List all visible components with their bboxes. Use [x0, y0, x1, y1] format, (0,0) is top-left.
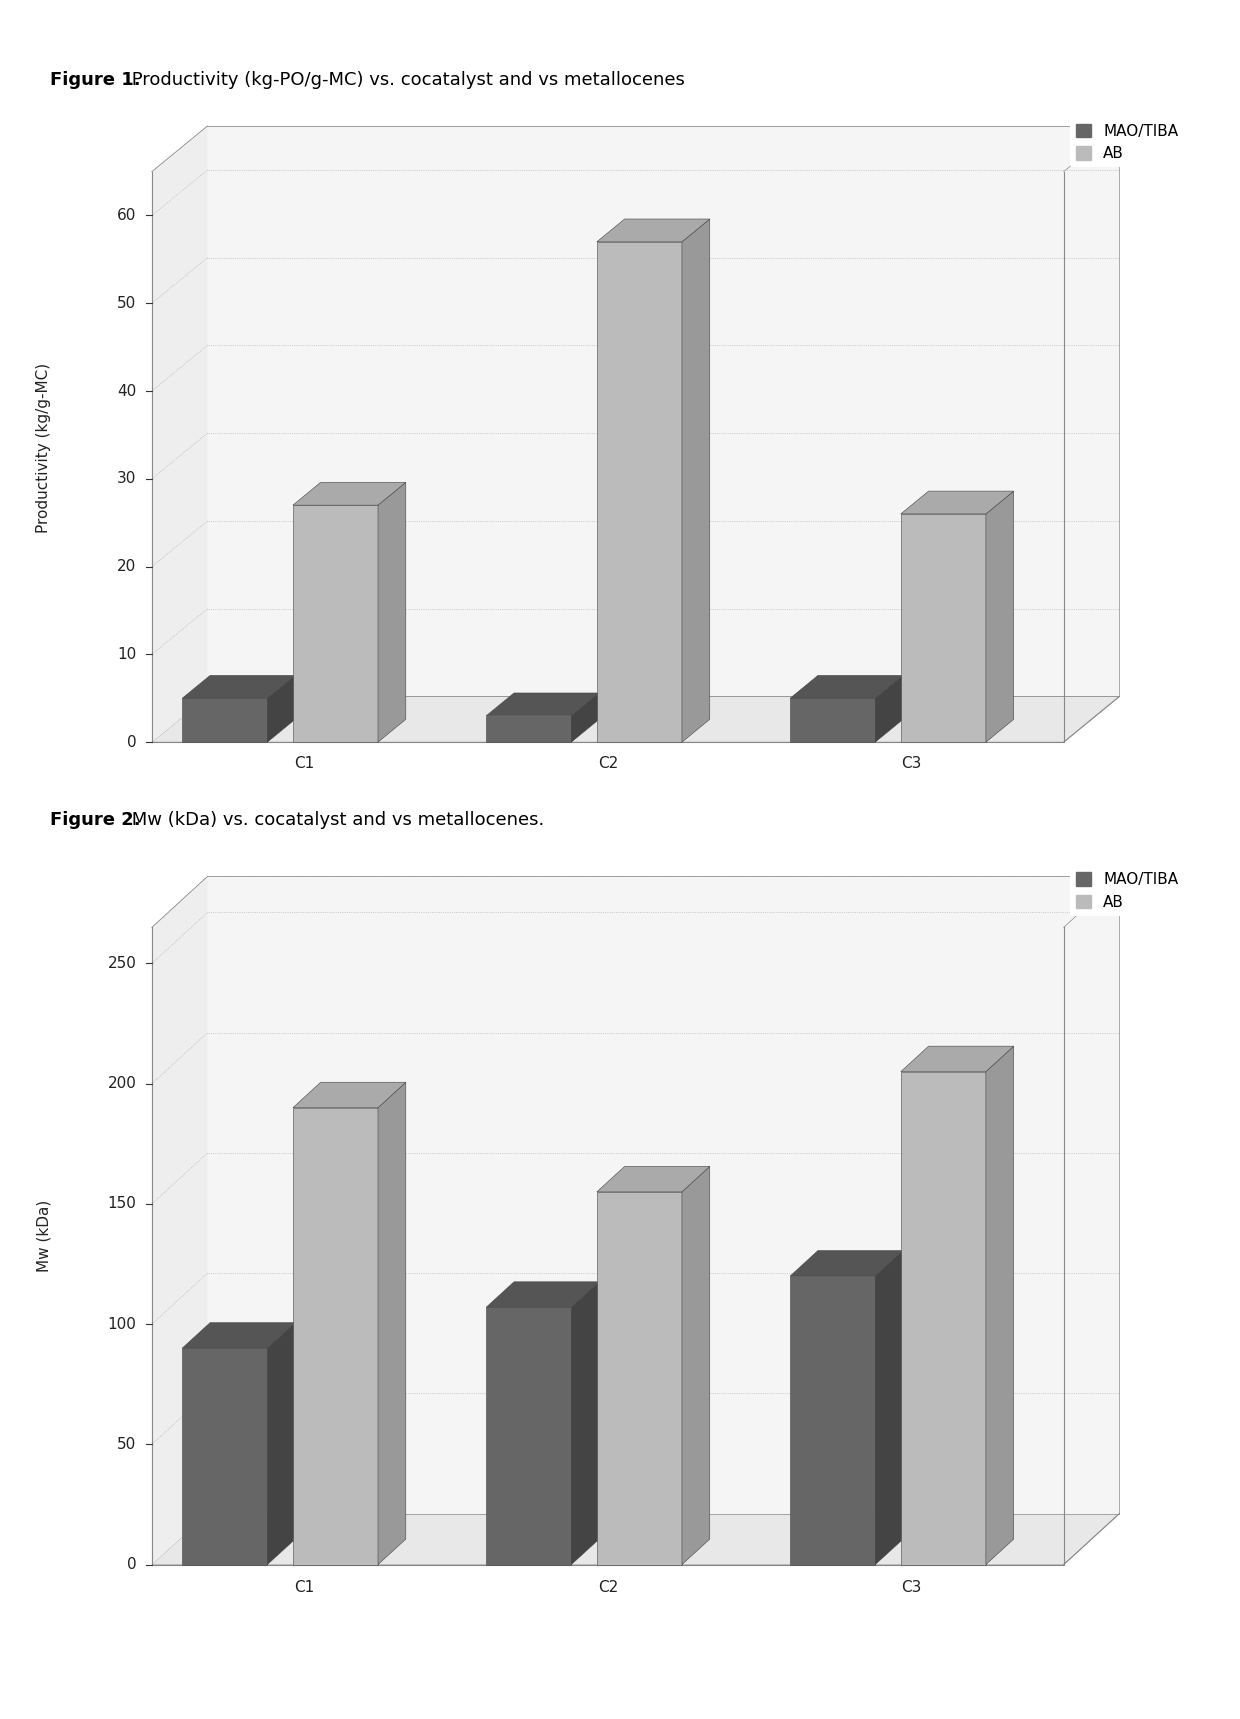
Text: C3: C3 [901, 1580, 921, 1595]
Text: Productivity (kg-PO/g-MC) vs. cocatalyst and vs metallocenes: Productivity (kg-PO/g-MC) vs. cocatalyst… [126, 72, 686, 89]
Polygon shape [572, 693, 599, 743]
Text: 0: 0 [126, 734, 136, 749]
Polygon shape [486, 715, 572, 743]
Polygon shape [900, 492, 1014, 514]
Text: C2: C2 [598, 756, 618, 770]
Polygon shape [151, 877, 207, 1564]
Polygon shape [790, 698, 875, 743]
Polygon shape [207, 125, 1120, 696]
Polygon shape [182, 1348, 268, 1564]
Polygon shape [182, 676, 295, 698]
Text: Mw (kDa) vs. cocatalyst and vs metallocenes.: Mw (kDa) vs. cocatalyst and vs metalloce… [126, 811, 544, 829]
Polygon shape [486, 1306, 572, 1564]
Legend: MAO/TIBA, AB: MAO/TIBA, AB [1070, 866, 1184, 916]
Polygon shape [293, 1107, 378, 1564]
Polygon shape [875, 1250, 903, 1564]
Polygon shape [151, 696, 1120, 743]
Polygon shape [182, 698, 268, 743]
Text: 200: 200 [108, 1076, 136, 1092]
Polygon shape [293, 1083, 405, 1107]
Text: C2: C2 [598, 1580, 618, 1595]
Text: C1: C1 [294, 1580, 314, 1595]
Polygon shape [378, 1083, 405, 1564]
Polygon shape [596, 1191, 682, 1564]
Text: Productivity (kg/g-MC): Productivity (kg/g-MC) [36, 363, 51, 533]
Polygon shape [268, 1322, 295, 1564]
Text: 0: 0 [126, 1557, 136, 1573]
Text: Mw (kDa): Mw (kDa) [36, 1200, 51, 1272]
Polygon shape [151, 1514, 1120, 1564]
Text: 40: 40 [117, 383, 136, 399]
Polygon shape [596, 1167, 709, 1191]
Text: 10: 10 [117, 646, 136, 662]
Text: Figure 2.: Figure 2. [50, 811, 140, 829]
Polygon shape [486, 1282, 599, 1306]
Polygon shape [682, 218, 709, 743]
Polygon shape [182, 1322, 295, 1348]
Text: 50: 50 [117, 296, 136, 311]
Text: C1: C1 [294, 756, 314, 770]
Polygon shape [572, 1282, 599, 1564]
Polygon shape [293, 483, 405, 505]
Polygon shape [596, 218, 709, 242]
Polygon shape [682, 1167, 709, 1564]
Text: Figure 1.: Figure 1. [50, 72, 140, 89]
Polygon shape [790, 1250, 903, 1275]
Text: 30: 30 [117, 471, 136, 486]
Legend: MAO/TIBA, AB: MAO/TIBA, AB [1070, 117, 1184, 167]
Polygon shape [207, 877, 1120, 1514]
Polygon shape [790, 1275, 875, 1564]
Text: 250: 250 [108, 956, 136, 971]
Text: 50: 50 [117, 1437, 136, 1453]
Text: 20: 20 [117, 559, 136, 574]
Polygon shape [268, 676, 295, 743]
Polygon shape [293, 505, 378, 743]
Polygon shape [151, 125, 207, 743]
Polygon shape [900, 514, 986, 743]
Polygon shape [875, 676, 903, 743]
Polygon shape [596, 242, 682, 743]
Polygon shape [790, 676, 903, 698]
Polygon shape [986, 492, 1014, 743]
Text: 100: 100 [108, 1317, 136, 1332]
Text: 60: 60 [117, 208, 136, 223]
Polygon shape [900, 1071, 986, 1564]
Text: 150: 150 [108, 1196, 136, 1212]
Polygon shape [900, 1047, 1014, 1071]
Polygon shape [986, 1047, 1014, 1564]
Polygon shape [378, 483, 405, 743]
Text: C3: C3 [901, 756, 921, 770]
Polygon shape [486, 693, 599, 715]
